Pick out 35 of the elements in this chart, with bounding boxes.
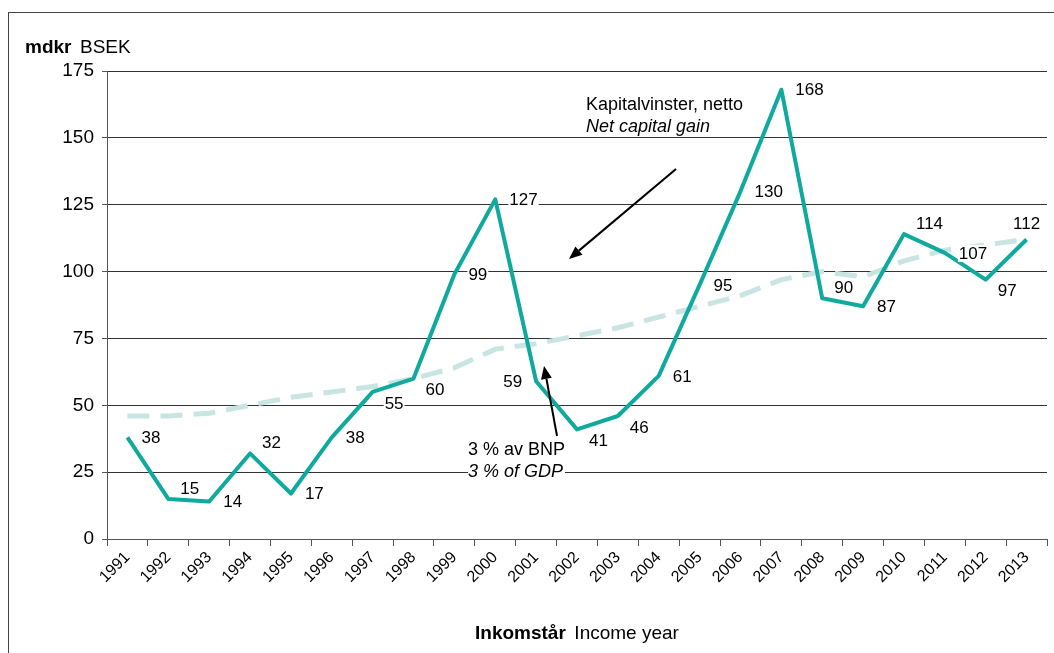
y-tick-label: 150 bbox=[62, 126, 94, 148]
data-label: 107 bbox=[958, 243, 988, 263]
data-label: 95 bbox=[713, 275, 733, 295]
data-label: 114 bbox=[915, 213, 944, 233]
data-label: 17 bbox=[304, 484, 324, 504]
data-label: 46 bbox=[629, 417, 649, 437]
data-label: 127 bbox=[509, 190, 538, 210]
data-label: 87 bbox=[877, 297, 897, 317]
series-label: Kapitalvinster, netto Net capital gain bbox=[586, 93, 744, 137]
text: 3 % av BNP 3 % of GDP bbox=[468, 438, 566, 482]
data-label: 38 bbox=[345, 428, 365, 448]
x-axis-title: Inkomstår Income year bbox=[475, 622, 679, 643]
y-tick-label: 75 bbox=[72, 326, 94, 348]
data-label: 90 bbox=[834, 278, 854, 297]
y-tick-label: 125 bbox=[62, 192, 94, 214]
data-label: 61 bbox=[672, 366, 692, 386]
data-label: 55 bbox=[384, 393, 404, 413]
data-label: 15 bbox=[180, 478, 200, 498]
y-tick-label: 25 bbox=[72, 460, 94, 482]
data-label: 32 bbox=[262, 433, 281, 453]
data-label: 168 bbox=[795, 80, 824, 100]
data-label: 99 bbox=[468, 264, 488, 284]
y-tick-label: 175 bbox=[62, 59, 94, 81]
y-tick-label: 50 bbox=[72, 393, 94, 415]
y-axis-title: mdkr BSEK bbox=[25, 36, 131, 57]
y-tick-label: 0 bbox=[83, 527, 94, 549]
data-label: 38 bbox=[141, 428, 161, 448]
data-label: 41 bbox=[589, 431, 608, 451]
data-label: 59 bbox=[503, 371, 523, 391]
data-label: 60 bbox=[425, 380, 445, 400]
data-label: 97 bbox=[997, 281, 1017, 301]
data-label: 14 bbox=[223, 492, 243, 512]
data-label: 112 bbox=[1013, 214, 1041, 234]
data-label: 130 bbox=[754, 182, 783, 202]
y-tick-label: 100 bbox=[62, 259, 94, 281]
